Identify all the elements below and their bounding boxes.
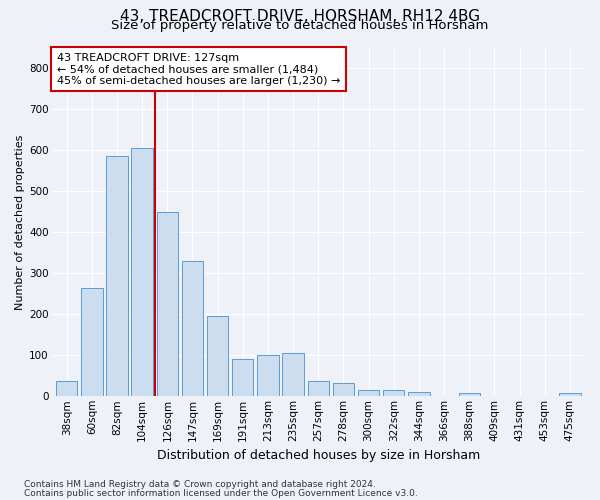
Bar: [383, 390, 404, 396]
Bar: [131, 148, 153, 396]
Bar: [559, 394, 581, 396]
Text: Size of property relative to detached houses in Horsham: Size of property relative to detached ho…: [112, 19, 488, 32]
Bar: [358, 390, 379, 396]
Bar: [106, 156, 128, 396]
Text: Contains HM Land Registry data © Crown copyright and database right 2024.: Contains HM Land Registry data © Crown c…: [24, 480, 376, 489]
Bar: [157, 212, 178, 396]
Text: Contains public sector information licensed under the Open Government Licence v3: Contains public sector information licen…: [24, 488, 418, 498]
Bar: [182, 261, 203, 396]
Bar: [81, 288, 103, 397]
Bar: [333, 382, 354, 396]
X-axis label: Distribution of detached houses by size in Horsham: Distribution of detached houses by size …: [157, 450, 480, 462]
Text: 43 TREADCROFT DRIVE: 127sqm
← 54% of detached houses are smaller (1,484)
45% of : 43 TREADCROFT DRIVE: 127sqm ← 54% of det…: [57, 52, 340, 86]
Bar: [56, 380, 77, 396]
Bar: [408, 392, 430, 396]
Text: 43, TREADCROFT DRIVE, HORSHAM, RH12 4BG: 43, TREADCROFT DRIVE, HORSHAM, RH12 4BG: [120, 9, 480, 24]
Bar: [308, 380, 329, 396]
Bar: [283, 353, 304, 397]
Bar: [257, 355, 278, 397]
Bar: [207, 316, 229, 396]
Y-axis label: Number of detached properties: Number of detached properties: [15, 134, 25, 310]
Bar: [232, 360, 253, 397]
Bar: [458, 394, 480, 396]
